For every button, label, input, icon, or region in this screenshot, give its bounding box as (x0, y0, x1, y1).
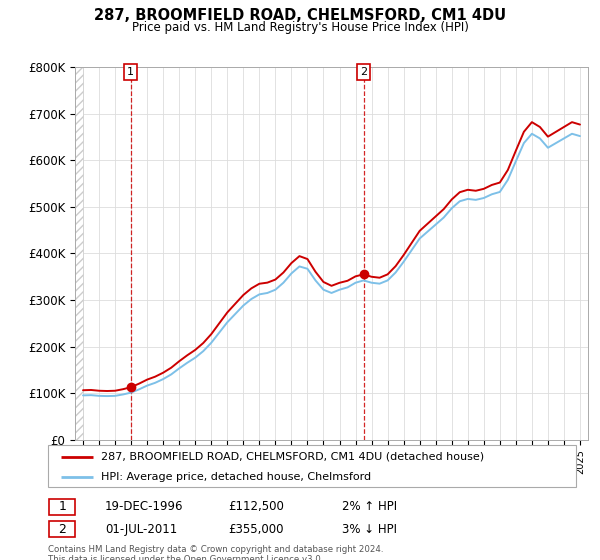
Text: 1: 1 (127, 67, 134, 77)
Text: 3% ↓ HPI: 3% ↓ HPI (342, 522, 397, 536)
Text: 2: 2 (360, 67, 367, 77)
FancyBboxPatch shape (49, 521, 76, 537)
Text: 19-DEC-1996: 19-DEC-1996 (105, 500, 184, 514)
FancyBboxPatch shape (49, 498, 76, 515)
Text: 01-JUL-2011: 01-JUL-2011 (105, 522, 177, 536)
Text: Price paid vs. HM Land Registry's House Price Index (HPI): Price paid vs. HM Land Registry's House … (131, 21, 469, 34)
FancyBboxPatch shape (48, 445, 576, 487)
Text: HPI: Average price, detached house, Chelmsford: HPI: Average price, detached house, Chel… (101, 472, 371, 482)
Text: 2: 2 (58, 522, 67, 535)
Text: 1: 1 (58, 500, 67, 513)
Text: 2% ↑ HPI: 2% ↑ HPI (342, 500, 397, 514)
Text: 287, BROOMFIELD ROAD, CHELMSFORD, CM1 4DU (detached house): 287, BROOMFIELD ROAD, CHELMSFORD, CM1 4D… (101, 452, 484, 462)
Text: £355,000: £355,000 (228, 522, 284, 536)
Text: Contains HM Land Registry data © Crown copyright and database right 2024.
This d: Contains HM Land Registry data © Crown c… (48, 545, 383, 560)
Text: £112,500: £112,500 (228, 500, 284, 514)
Text: 287, BROOMFIELD ROAD, CHELMSFORD, CM1 4DU: 287, BROOMFIELD ROAD, CHELMSFORD, CM1 4D… (94, 8, 506, 24)
